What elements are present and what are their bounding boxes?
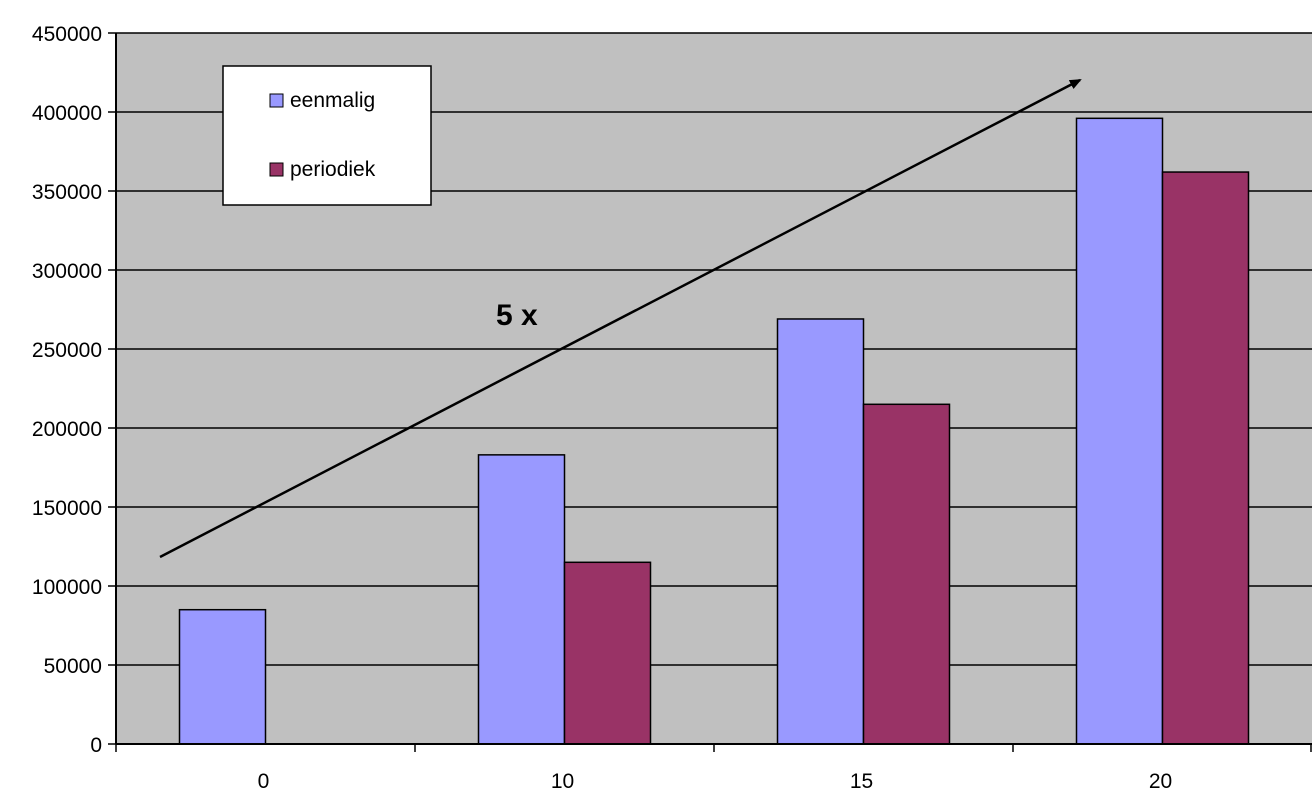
trend-arrow: [159, 78, 1082, 559]
bar-eenmalig-15: [776, 318, 865, 745]
y-tick-label: 300000: [32, 260, 102, 283]
y-tick-label: 150000: [32, 497, 102, 520]
legend: eenmalig periodiek: [222, 65, 432, 206]
x-tick-label: 10: [551, 770, 574, 793]
y-axis-tick-labels: 0 50000 100000 150000 200000 250000 300000 3500…: [32, 23, 102, 757]
x-axis-tick-labels: 0 10 15 20: [258, 770, 1173, 793]
bar-periodiek-15: [862, 403, 951, 745]
legend-swatch-eenmalig: [269, 93, 284, 108]
bar-periodiek-20: [1161, 171, 1250, 745]
y-tick-label: 350000: [32, 181, 102, 204]
legend-swatch-periodiek: [269, 162, 284, 177]
x-axis-tick-marks: [115, 744, 1312, 752]
legend-label-eenmalig: eenmalig: [290, 89, 375, 112]
x-tick-label: 20: [1149, 770, 1172, 793]
legend-label-periodiek: periodiek: [290, 158, 376, 181]
bar-eenmalig-10: [477, 454, 566, 745]
y-tick-label: 400000: [32, 102, 102, 125]
y-tick-label: 100000: [32, 576, 102, 599]
x-tick-label: 0: [258, 770, 270, 793]
x-tick-label: 15: [850, 770, 873, 793]
bar-periodiek-10: [563, 561, 652, 745]
annotation-5x: 5 x: [496, 299, 538, 332]
y-tick-label: 50000: [44, 655, 102, 678]
y-tick-label: 0: [90, 734, 102, 757]
bar-eenmalig-0: [178, 608, 267, 745]
bars: [178, 117, 1250, 745]
y-tick-label: 200000: [32, 418, 102, 441]
legend-box: [222, 65, 432, 206]
y-tick-label: 450000: [32, 23, 102, 46]
bar-eenmalig-20: [1075, 117, 1164, 745]
y-tick-label: 250000: [32, 339, 102, 362]
